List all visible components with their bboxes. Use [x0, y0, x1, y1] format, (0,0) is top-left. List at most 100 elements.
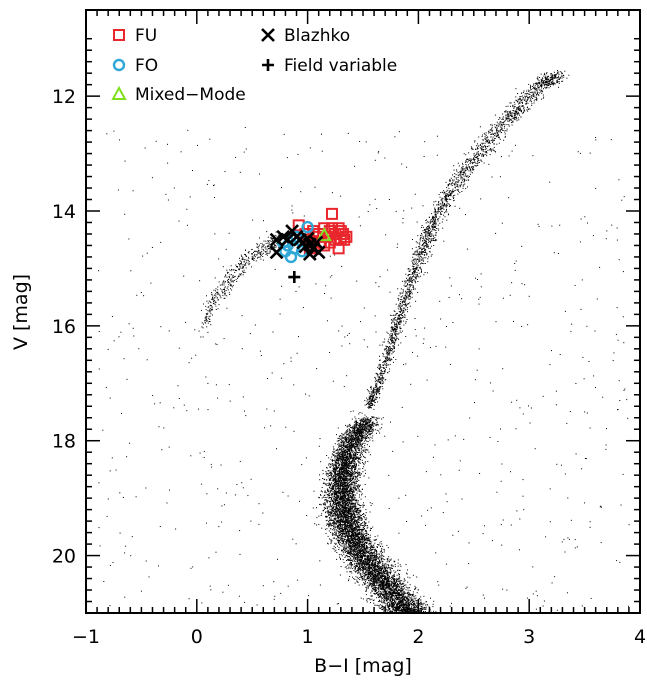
- star-dot: [359, 517, 361, 519]
- star-dot: [370, 549, 372, 551]
- star-dot: [345, 435, 347, 437]
- star-dot: [348, 543, 349, 545]
- star-dot: [358, 527, 359, 529]
- star-dot: [355, 528, 357, 530]
- star-dot: [332, 519, 334, 521]
- star-dot: [353, 436, 355, 438]
- star-dot: [377, 569, 379, 571]
- star-dot: [380, 587, 382, 589]
- star-dot: [369, 544, 371, 546]
- star-dot: [416, 592, 418, 594]
- star-dot: [348, 578, 350, 580]
- star-dot: [412, 594, 414, 596]
- star-dot: [349, 523, 351, 525]
- star-dot: [350, 554, 351, 556]
- star-dot: [360, 533, 362, 535]
- star-dot: [346, 487, 348, 488]
- star-dot: [379, 551, 381, 553]
- star-dot: [354, 428, 356, 430]
- star-dot: [364, 523, 366, 525]
- star-dot: [372, 574, 374, 576]
- star-dot: [367, 566, 369, 568]
- star-dot: [331, 473, 333, 475]
- star-dot: [350, 480, 351, 482]
- star-dot: [339, 458, 341, 460]
- star-dot: [360, 551, 362, 553]
- star-dot: [368, 568, 370, 570]
- star-dot: [363, 466, 365, 468]
- star-dot: [367, 558, 368, 560]
- star-dot: [356, 551, 358, 553]
- star-dot: [358, 567, 360, 569]
- star-dot: [384, 567, 386, 569]
- star-dot: [360, 437, 362, 439]
- star-dot: [350, 455, 352, 457]
- star-dot: [345, 546, 347, 548]
- star-dot: [363, 450, 364, 452]
- star-dot: [348, 500, 350, 502]
- star-dot: [350, 549, 351, 551]
- star-dot: [340, 516, 342, 518]
- star-dot: [349, 533, 351, 535]
- star-dot: [338, 487, 340, 489]
- star-dot: [351, 493, 353, 495]
- star-dot: [351, 548, 353, 550]
- star-dot: [389, 580, 391, 582]
- star-dot: [404, 606, 406, 608]
- star-dot: [374, 576, 376, 578]
- star-dot: [343, 489, 345, 491]
- star-dot: [359, 504, 360, 506]
- star-dot: [335, 480, 337, 482]
- star-dot: [370, 527, 372, 529]
- star-dot: [361, 448, 363, 450]
- star-dot: [326, 502, 328, 504]
- star-dot: [384, 575, 385, 577]
- star-dot: [407, 600, 409, 602]
- star-dot: [355, 421, 357, 423]
- star-dot: [350, 439, 352, 441]
- star-dot: [352, 482, 354, 483]
- star-dot: [356, 532, 358, 534]
- star-dot: [337, 491, 338, 492]
- star-dot: [345, 446, 347, 448]
- star-dot: [338, 446, 340, 448]
- star-dot: [342, 530, 344, 532]
- star-dot: [369, 424, 371, 426]
- star-dot: [370, 548, 371, 549]
- star-dot: [379, 575, 381, 577]
- star-dot: [358, 536, 360, 538]
- star-dot: [383, 583, 385, 585]
- star-dot: [381, 543, 383, 545]
- star-dot: [365, 440, 367, 442]
- star-dot: [346, 531, 348, 533]
- star-dot: [331, 456, 333, 458]
- star-dot: [335, 456, 337, 458]
- star-dot: [346, 500, 348, 501]
- star-dot: [399, 577, 401, 579]
- star-dot: [361, 541, 363, 543]
- star-dot: [366, 537, 368, 539]
- star-dot: [370, 425, 372, 427]
- star-dot: [348, 459, 350, 461]
- star-dot: [329, 514, 331, 516]
- star-dot: [394, 596, 396, 598]
- star-dot: [409, 601, 411, 603]
- star-dot: [343, 466, 345, 468]
- star-dot: [359, 564, 361, 566]
- star-dot: [330, 541, 332, 543]
- star-dot: [330, 491, 331, 493]
- star-dot: [365, 427, 367, 429]
- star-dot: [353, 558, 354, 560]
- star-dot: [416, 610, 418, 612]
- star-dot: [356, 549, 358, 551]
- star-dot: [348, 546, 350, 548]
- star-dot: [347, 437, 349, 438]
- star-dot: [330, 479, 332, 481]
- star-dot: [415, 597, 417, 599]
- star-dot: [345, 486, 347, 488]
- star-dot: [394, 599, 396, 601]
- star-dot: [337, 539, 339, 541]
- star-dot: [337, 448, 339, 450]
- star-dot: [424, 609, 426, 610]
- star-dot: [377, 576, 379, 578]
